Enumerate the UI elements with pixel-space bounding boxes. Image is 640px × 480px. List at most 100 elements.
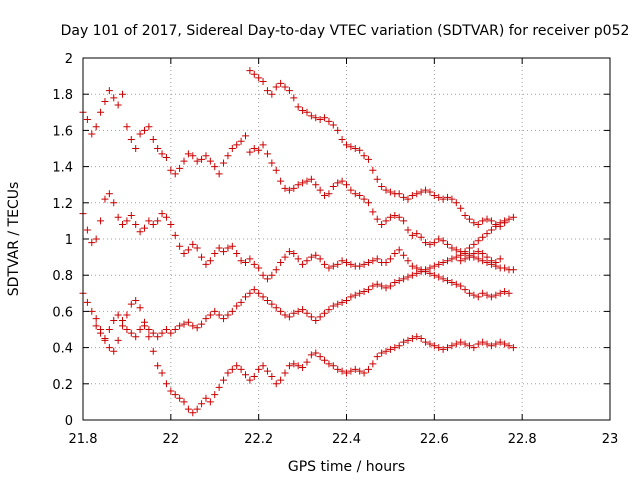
data-point — [404, 257, 412, 265]
data-point — [329, 121, 337, 129]
data-point — [408, 335, 416, 343]
data-point — [338, 135, 346, 143]
data-point — [404, 226, 412, 234]
data-point — [492, 340, 500, 348]
data-point — [88, 239, 96, 247]
data-point — [189, 409, 197, 417]
x-tick-label: 22.6 — [420, 432, 449, 447]
data-point — [268, 159, 276, 167]
data-point — [290, 94, 298, 102]
data-point — [105, 344, 113, 352]
data-point — [193, 157, 201, 165]
data-point — [461, 340, 469, 348]
data-point — [465, 244, 473, 252]
y-tick-label: 1.8 — [52, 88, 73, 103]
x-tick-label: 23 — [602, 432, 619, 447]
data-point — [263, 275, 271, 283]
data-point — [97, 217, 105, 225]
data-point — [356, 289, 364, 297]
series-2 — [246, 67, 509, 230]
data-point — [404, 336, 412, 344]
data-point — [347, 260, 355, 268]
data-point — [334, 260, 342, 268]
series-1 — [79, 87, 249, 178]
data-point — [369, 282, 377, 290]
data-point — [316, 116, 324, 124]
data-point — [149, 347, 157, 355]
data-point — [224, 152, 232, 160]
data-point — [285, 248, 293, 256]
data-point — [474, 293, 482, 301]
data-point — [246, 376, 254, 384]
data-point — [83, 298, 91, 306]
data-point — [154, 145, 162, 152]
data-point — [430, 192, 438, 200]
series-6 — [92, 213, 517, 343]
data-point — [101, 335, 109, 343]
data-point — [360, 369, 368, 377]
data-point — [299, 179, 307, 187]
data-point — [149, 221, 157, 229]
data-point — [206, 398, 214, 406]
data-point — [465, 289, 473, 297]
data-point — [272, 83, 280, 91]
data-point — [180, 157, 188, 165]
data-point — [176, 322, 184, 330]
data-point — [321, 260, 329, 268]
data-point — [364, 199, 372, 207]
data-point — [198, 155, 206, 163]
data-point — [386, 282, 394, 290]
data-point — [417, 335, 425, 343]
data-point — [316, 313, 324, 321]
data-point — [215, 170, 223, 178]
data-point — [325, 190, 333, 198]
x-tick-label: 22 — [163, 432, 180, 447]
data-point — [408, 262, 416, 270]
data-point — [215, 383, 223, 391]
data-point — [325, 306, 333, 314]
data-point — [422, 239, 430, 247]
data-point — [373, 353, 381, 361]
data-point — [180, 398, 188, 406]
data-point — [294, 103, 302, 111]
data-point — [338, 257, 346, 265]
data-point — [400, 338, 408, 346]
data-point — [501, 340, 509, 348]
data-point — [373, 280, 381, 288]
data-point — [198, 320, 206, 328]
data-point — [400, 193, 408, 201]
data-point — [281, 83, 289, 91]
data-point — [386, 213, 394, 221]
data-point — [483, 230, 491, 238]
data-point — [268, 300, 276, 308]
data-point — [479, 338, 487, 346]
data-point — [360, 152, 368, 160]
data-point — [479, 233, 487, 241]
x-tick-label: 22.2 — [244, 432, 273, 447]
data-point — [241, 132, 249, 140]
data-point — [259, 271, 267, 279]
data-point — [382, 347, 390, 355]
data-point — [461, 286, 469, 294]
data-point — [408, 271, 416, 279]
data-point — [501, 217, 509, 225]
data-point — [430, 342, 438, 350]
data-point — [233, 362, 241, 370]
data-point — [321, 192, 329, 200]
data-point — [285, 362, 293, 370]
data-point — [439, 345, 447, 353]
data-point — [241, 259, 249, 267]
data-point — [211, 249, 219, 257]
data-point — [259, 141, 267, 149]
data-point — [250, 70, 258, 78]
x-tick-label: 21.8 — [69, 432, 98, 447]
data-point — [145, 326, 153, 333]
data-point — [509, 344, 517, 352]
data-point — [505, 215, 513, 223]
data-point — [417, 268, 425, 276]
data-point — [123, 217, 131, 225]
data-point — [263, 367, 271, 375]
data-point — [176, 164, 184, 172]
data-point — [277, 79, 285, 87]
